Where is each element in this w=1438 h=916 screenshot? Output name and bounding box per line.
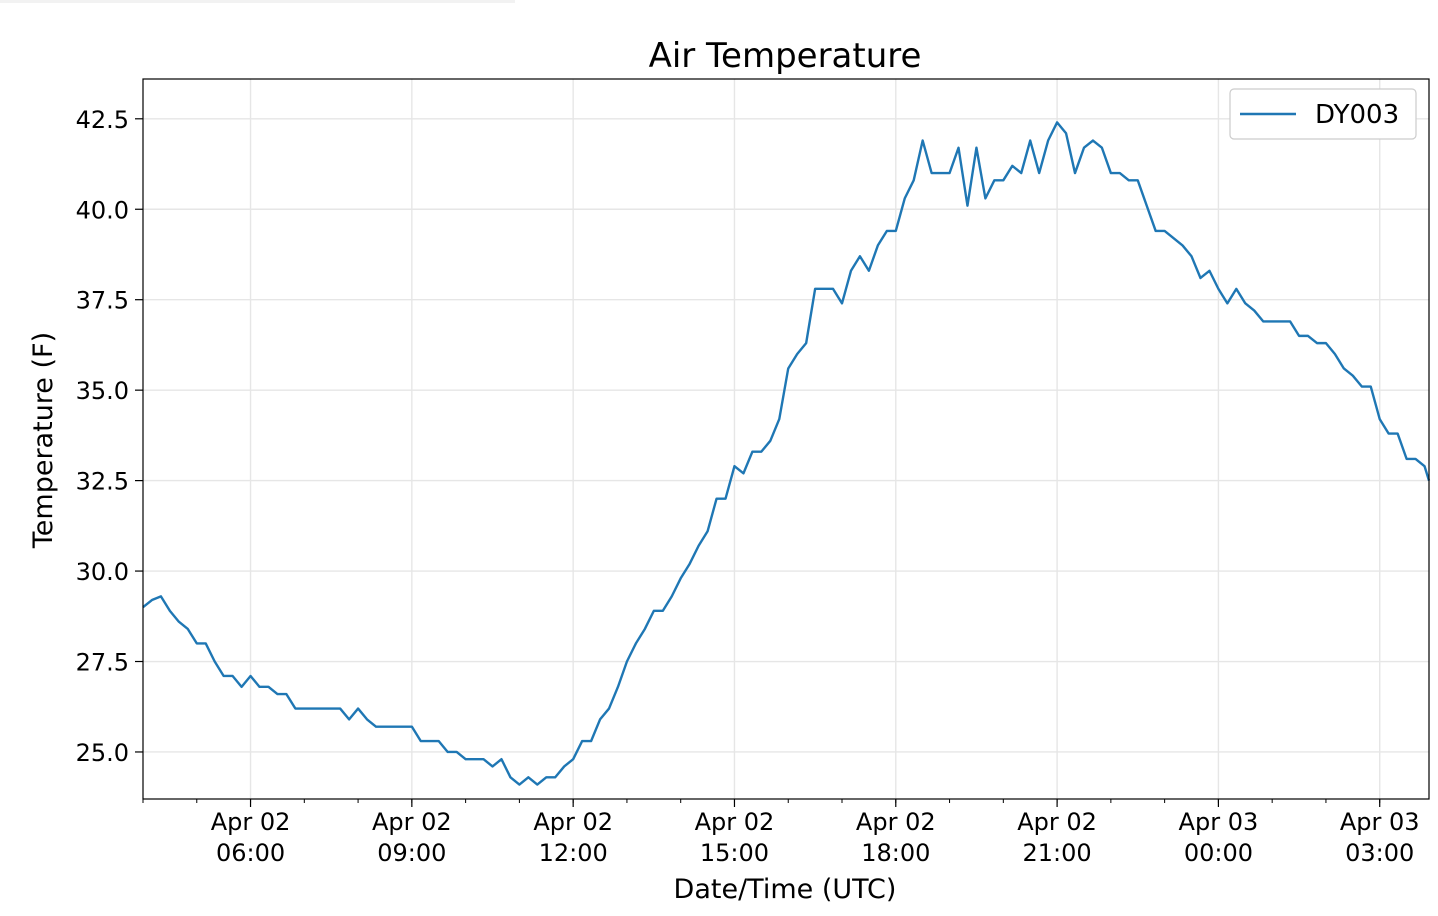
- top-strip: [0, 0, 515, 3]
- y-tick-label: 35.0: [76, 377, 129, 405]
- x-tick-label-date: Apr 03: [1179, 808, 1259, 836]
- x-tick-label-time: 12:00: [539, 839, 608, 867]
- y-axis-label: Temperature (F): [28, 332, 59, 549]
- x-tick-label-date: Apr 02: [695, 808, 775, 836]
- grid: [143, 79, 1429, 799]
- chart-title: Air Temperature: [649, 36, 922, 76]
- y-tick-label: 27.5: [76, 649, 129, 677]
- legend: DY003: [1229, 88, 1417, 140]
- legend-label-dy003: DY003: [1315, 100, 1399, 130]
- x-tick-label-date: Apr 02: [856, 808, 936, 836]
- legend-box: [1229, 88, 1417, 140]
- x-tick-label-time: 06:00: [216, 839, 285, 867]
- x-axis: Apr 02 06:00 Apr 02 09:00 Apr 02 12:00 Apr 02 1…: [142, 799, 1420, 867]
- y-axis: 25.0 27.5 30.0 32.5 35.0 37.5 40.0 42.5: [76, 106, 143, 767]
- x-tick-label-date: Apr 02: [533, 808, 613, 836]
- x-tick-label-time: 09:00: [377, 839, 446, 867]
- x-tick-label-time: 21:00: [1023, 839, 1092, 867]
- y-tick-label: 25.0: [76, 739, 129, 767]
- plot-frame: [142, 78, 1430, 800]
- y-tick-label: 42.5: [76, 106, 129, 134]
- x-tick-label-time: 00:00: [1184, 839, 1253, 867]
- x-tick-label-time: 18:00: [861, 839, 930, 867]
- y-tick-label: 32.5: [76, 468, 129, 496]
- x-tick-label-time: 15:00: [700, 839, 769, 867]
- x-tick-label-date: Apr 02: [211, 808, 291, 836]
- x-tick-label-date: Apr 02: [372, 808, 452, 836]
- series-line-dy003: [142, 121, 1431, 786]
- y-tick-label: 40.0: [76, 196, 129, 224]
- y-tick-label: 30.0: [76, 558, 129, 586]
- x-axis-label: Date/Time (UTC): [674, 874, 897, 905]
- x-tick-label-time: 03:00: [1345, 839, 1414, 867]
- y-tick-label: 37.5: [76, 287, 129, 315]
- x-tick-label-date: Apr 02: [1017, 808, 1097, 836]
- x-tick-label-date: Apr 03: [1340, 808, 1420, 836]
